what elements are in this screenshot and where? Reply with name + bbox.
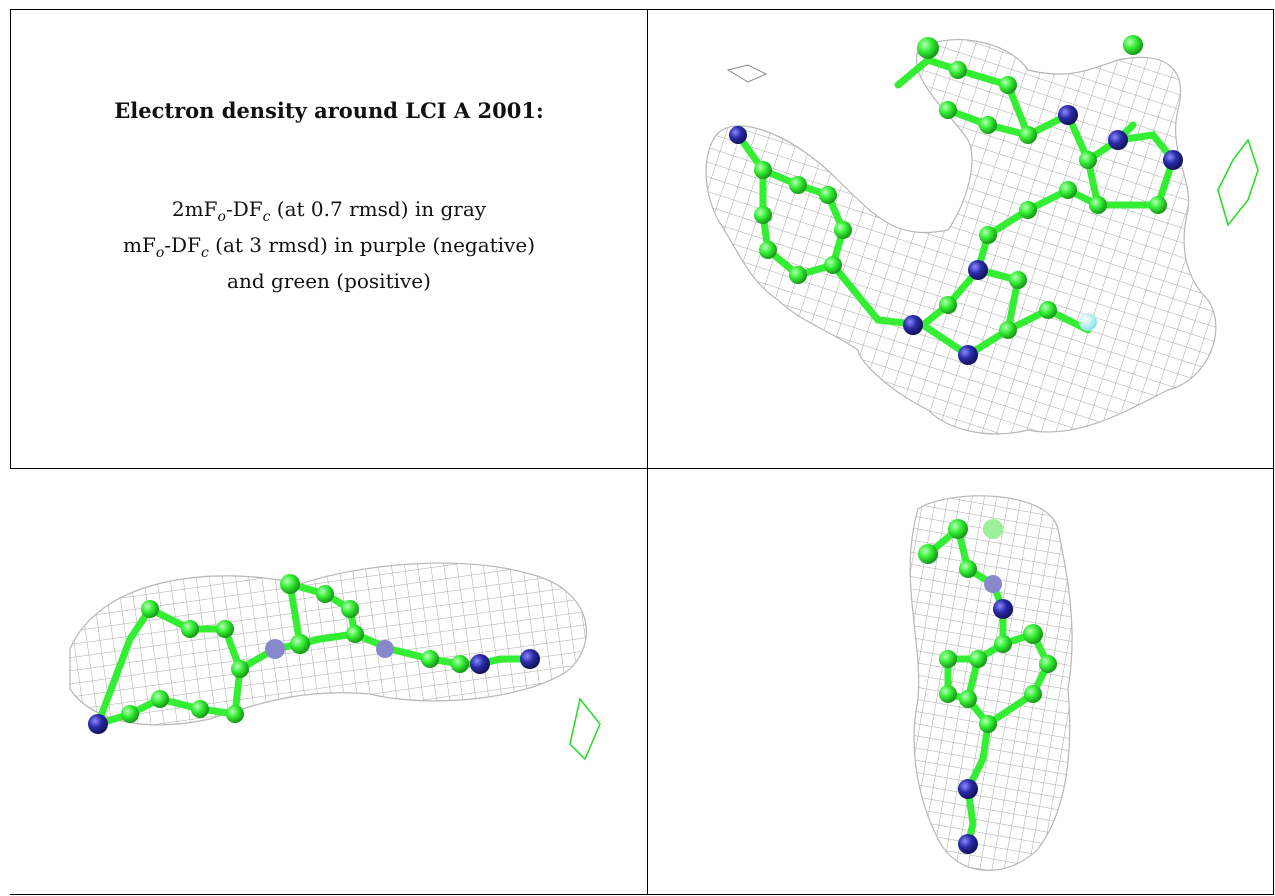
density-view-bottom-left [10,469,648,895]
ligand-atoms-2 [88,574,540,734]
ligand-atoms-3 [918,519,1057,854]
mesh-contour-3 [909,495,1073,871]
density-view-top [648,9,1274,469]
density-image-3 [909,495,1073,871]
positive-density-blob [1217,138,1259,227]
caption: Electron density around LCI A 2001: 2mFo… [11,10,647,468]
caption-title: Electron density around LCI A 2001: [114,98,544,123]
density-image-2 [69,562,601,761]
caption-cell: Electron density around LCI A 2001: 2mFo… [10,9,648,469]
density-view-bottom-right [648,469,1274,895]
caption-line-3: and green (positive) [227,269,431,293]
positive-density-blob-2 [569,697,601,761]
ligand-atoms [729,35,1183,365]
caption-lines: 2mFo-DFc (at 0.7 rmsd) in gray mFo-DFc (… [11,195,647,295]
mesh-contour [705,39,1217,435]
density-image-1 [705,35,1259,435]
figure-grid: Electron density around LCI A 2001: 2mFo… [10,9,1274,895]
caption-line-2: mFo-DFc (at 3 rmsd) in purple (negative) [123,233,535,261]
mesh-contour-2 [69,562,587,726]
caption-line-1: 2mFo-DFc (at 0.7 rmsd) in gray [171,197,487,225]
